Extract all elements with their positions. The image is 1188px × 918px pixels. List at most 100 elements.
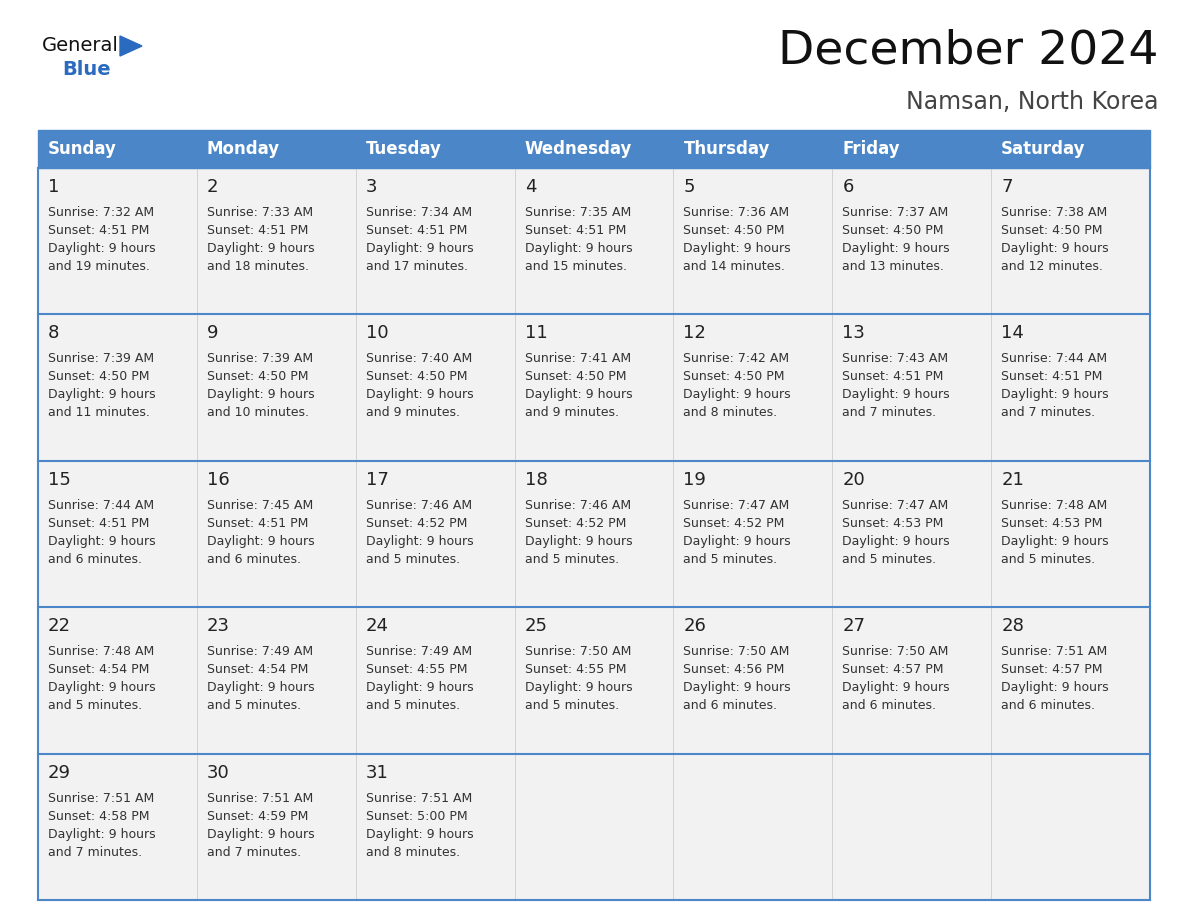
Text: Sunrise: 7:51 AM: Sunrise: 7:51 AM <box>1001 645 1107 658</box>
Text: Monday: Monday <box>207 140 280 158</box>
Text: 9: 9 <box>207 324 219 342</box>
Text: Sunset: 4:54 PM: Sunset: 4:54 PM <box>207 663 308 677</box>
Text: Sunset: 4:51 PM: Sunset: 4:51 PM <box>48 517 150 530</box>
Text: Sunrise: 7:45 AM: Sunrise: 7:45 AM <box>207 498 314 512</box>
Text: Sunrise: 7:44 AM: Sunrise: 7:44 AM <box>1001 353 1107 365</box>
Text: Sunset: 4:50 PM: Sunset: 4:50 PM <box>1001 224 1102 237</box>
Text: 4: 4 <box>525 178 536 196</box>
Text: and 14 minutes.: and 14 minutes. <box>683 260 785 273</box>
Text: 14: 14 <box>1001 324 1024 342</box>
Text: Daylight: 9 hours: Daylight: 9 hours <box>683 388 791 401</box>
Text: Daylight: 9 hours: Daylight: 9 hours <box>207 242 315 255</box>
Text: 11: 11 <box>525 324 548 342</box>
Text: Sunrise: 7:51 AM: Sunrise: 7:51 AM <box>207 791 314 804</box>
Text: Saturday: Saturday <box>1001 140 1086 158</box>
Text: 12: 12 <box>683 324 707 342</box>
Text: and 18 minutes.: and 18 minutes. <box>207 260 309 273</box>
Text: Daylight: 9 hours: Daylight: 9 hours <box>525 535 632 548</box>
Text: Blue: Blue <box>62 60 110 79</box>
Text: Daylight: 9 hours: Daylight: 9 hours <box>48 828 156 841</box>
Text: Sunset: 4:51 PM: Sunset: 4:51 PM <box>1001 370 1102 384</box>
Text: Sunset: 4:57 PM: Sunset: 4:57 PM <box>842 663 943 677</box>
Text: Daylight: 9 hours: Daylight: 9 hours <box>525 242 632 255</box>
Text: and 19 minutes.: and 19 minutes. <box>48 260 150 273</box>
Text: Daylight: 9 hours: Daylight: 9 hours <box>1001 388 1108 401</box>
Text: 8: 8 <box>48 324 59 342</box>
Text: and 13 minutes.: and 13 minutes. <box>842 260 944 273</box>
Text: General: General <box>42 36 119 55</box>
Text: 26: 26 <box>683 617 707 635</box>
Text: and 5 minutes.: and 5 minutes. <box>683 553 778 565</box>
Text: Sunset: 4:52 PM: Sunset: 4:52 PM <box>683 517 785 530</box>
Text: Daylight: 9 hours: Daylight: 9 hours <box>366 535 473 548</box>
Text: Tuesday: Tuesday <box>366 140 442 158</box>
Text: 16: 16 <box>207 471 229 488</box>
Text: Thursday: Thursday <box>683 140 770 158</box>
Text: Daylight: 9 hours: Daylight: 9 hours <box>683 681 791 694</box>
Text: Sunset: 4:50 PM: Sunset: 4:50 PM <box>207 370 309 384</box>
Text: Sunset: 4:56 PM: Sunset: 4:56 PM <box>683 663 785 677</box>
Text: and 9 minutes.: and 9 minutes. <box>366 407 460 420</box>
Text: Sunrise: 7:37 AM: Sunrise: 7:37 AM <box>842 206 948 219</box>
Text: 27: 27 <box>842 617 865 635</box>
Text: Sunrise: 7:49 AM: Sunrise: 7:49 AM <box>207 645 312 658</box>
Text: Sunrise: 7:41 AM: Sunrise: 7:41 AM <box>525 353 631 365</box>
Text: Sunset: 4:50 PM: Sunset: 4:50 PM <box>48 370 150 384</box>
Text: Sunset: 4:51 PM: Sunset: 4:51 PM <box>48 224 150 237</box>
Text: Sunrise: 7:51 AM: Sunrise: 7:51 AM <box>48 791 154 804</box>
Text: Sunset: 4:51 PM: Sunset: 4:51 PM <box>842 370 943 384</box>
Text: and 12 minutes.: and 12 minutes. <box>1001 260 1102 273</box>
Text: and 5 minutes.: and 5 minutes. <box>1001 553 1095 565</box>
Text: and 6 minutes.: and 6 minutes. <box>842 700 936 712</box>
Text: 23: 23 <box>207 617 229 635</box>
Text: 29: 29 <box>48 764 71 781</box>
Text: 28: 28 <box>1001 617 1024 635</box>
Text: Daylight: 9 hours: Daylight: 9 hours <box>525 388 632 401</box>
Text: Sunset: 4:51 PM: Sunset: 4:51 PM <box>207 517 308 530</box>
Text: Friday: Friday <box>842 140 901 158</box>
Bar <box>514 130 674 168</box>
Text: 15: 15 <box>48 471 71 488</box>
Text: and 5 minutes.: and 5 minutes. <box>207 700 301 712</box>
Text: Daylight: 9 hours: Daylight: 9 hours <box>1001 535 1108 548</box>
Text: Daylight: 9 hours: Daylight: 9 hours <box>683 535 791 548</box>
Text: 3: 3 <box>366 178 378 196</box>
Bar <box>197 130 355 168</box>
Text: Sunrise: 7:34 AM: Sunrise: 7:34 AM <box>366 206 472 219</box>
Text: Sunset: 4:51 PM: Sunset: 4:51 PM <box>207 224 308 237</box>
Text: Sunrise: 7:49 AM: Sunrise: 7:49 AM <box>366 645 472 658</box>
Text: Sunrise: 7:46 AM: Sunrise: 7:46 AM <box>525 498 631 512</box>
Text: and 11 minutes.: and 11 minutes. <box>48 407 150 420</box>
Bar <box>38 314 1150 461</box>
Bar <box>674 130 833 168</box>
Text: and 15 minutes.: and 15 minutes. <box>525 260 626 273</box>
Text: Daylight: 9 hours: Daylight: 9 hours <box>48 388 156 401</box>
Text: 2: 2 <box>207 178 219 196</box>
Text: Sunset: 4:53 PM: Sunset: 4:53 PM <box>1001 517 1102 530</box>
Text: Sunset: 4:50 PM: Sunset: 4:50 PM <box>525 370 626 384</box>
Text: Sunset: 5:00 PM: Sunset: 5:00 PM <box>366 810 467 823</box>
Text: 17: 17 <box>366 471 388 488</box>
Text: Daylight: 9 hours: Daylight: 9 hours <box>48 681 156 694</box>
Bar <box>991 130 1150 168</box>
Text: Sunset: 4:59 PM: Sunset: 4:59 PM <box>207 810 308 823</box>
Text: Daylight: 9 hours: Daylight: 9 hours <box>842 242 950 255</box>
Text: 5: 5 <box>683 178 695 196</box>
Text: and 5 minutes.: and 5 minutes. <box>48 700 143 712</box>
Text: 24: 24 <box>366 617 388 635</box>
Text: Daylight: 9 hours: Daylight: 9 hours <box>683 242 791 255</box>
Bar <box>38 607 1150 754</box>
Text: 22: 22 <box>48 617 71 635</box>
Text: Sunset: 4:54 PM: Sunset: 4:54 PM <box>48 663 150 677</box>
Text: Daylight: 9 hours: Daylight: 9 hours <box>207 681 315 694</box>
Text: and 5 minutes.: and 5 minutes. <box>366 553 460 565</box>
Text: Daylight: 9 hours: Daylight: 9 hours <box>366 242 473 255</box>
Text: 21: 21 <box>1001 471 1024 488</box>
Text: and 5 minutes.: and 5 minutes. <box>525 700 619 712</box>
Text: and 5 minutes.: and 5 minutes. <box>366 700 460 712</box>
Text: Daylight: 9 hours: Daylight: 9 hours <box>207 828 315 841</box>
Text: and 7 minutes.: and 7 minutes. <box>1001 407 1095 420</box>
Text: Sunrise: 7:39 AM: Sunrise: 7:39 AM <box>207 353 312 365</box>
Text: and 7 minutes.: and 7 minutes. <box>207 845 301 858</box>
Bar <box>355 130 514 168</box>
